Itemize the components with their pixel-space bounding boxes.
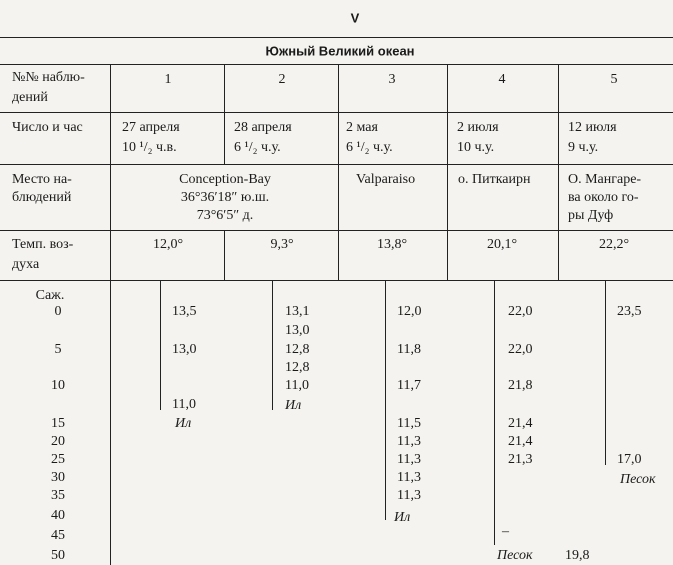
row-label: Темп. воз- [12,237,74,252]
observation-number: 1 [164,72,172,87]
sounding: 11,5 [397,416,421,431]
depth: 5 [54,342,62,357]
sounding: 19,8 [565,548,590,563]
sounding: 11,7 [397,378,421,393]
place: 36°36′18″ ю.ш. [180,190,270,205]
rule [0,280,673,281]
observation-number: 4 [498,72,506,87]
date-time: 10 ч.у. [457,140,495,155]
date-time: 10 ¹/₂ ч.в. [122,140,177,155]
sounding-bracket [494,280,495,545]
air-temperature: 22,2° [598,237,630,252]
sounding: Ил [285,398,302,413]
place: о. Питкаирн [458,172,531,187]
date-time: 12 июля [568,120,617,135]
depth: 0 [54,304,62,319]
sounding: 23,5 [617,304,642,319]
sounding: Песок [620,472,656,487]
column-border [558,64,559,280]
date-time: 2 мая [346,120,378,135]
sounding-bracket [385,280,386,520]
sounding: Песок [497,548,533,563]
depth: 45 [51,528,65,543]
date-time: 28 апреля [234,120,292,135]
column-border [110,64,111,565]
sounding-bracket [605,280,606,465]
sounding-bracket [160,280,161,410]
sounding: 11,3 [397,434,421,449]
row-label: блюдений [12,190,72,205]
depth: 25 [51,452,65,467]
row-label: №№ наблю- [12,70,85,85]
sounding: 22,0 [508,342,533,357]
sounding: – [502,524,509,539]
sounding: 11,3 [397,470,421,485]
column-border [224,64,225,164]
depth-unit: Саж. [35,288,65,303]
air-temperature: 12,0° [152,237,184,252]
sounding: 11,0 [172,397,196,412]
sounding: 12,0 [397,304,422,319]
sounding: 12,8 [285,360,310,375]
sounding: Ил [175,416,192,431]
depth: 15 [51,416,65,431]
observation-number: 3 [388,72,396,87]
sounding: 17,0 [617,452,642,467]
air-temperature: 20,1° [486,237,518,252]
place: ры Дуф [568,208,614,223]
date-time: 9 ч.у. [568,140,599,155]
date-time: 6 ¹/₂ ч.у. [234,140,281,155]
rule [0,64,673,65]
section-mark: V [350,10,360,26]
rule [0,164,673,165]
sounding: 11,3 [397,452,421,467]
column-border [338,64,339,280]
column-border [224,230,225,280]
place: Conception-Bay [179,172,271,187]
sounding: 21,4 [508,416,533,431]
sounding: 11,3 [397,488,421,503]
place: Valparaiso [356,172,416,187]
sounding: Ил [394,510,411,525]
sounding: 13,1 [285,304,310,319]
place: 73°6′5″ д. [196,208,254,223]
air-temperature: 13,8° [376,237,408,252]
sounding: 21,4 [508,434,533,449]
air-temperature: 9,3° [270,237,294,252]
depth: 20 [51,434,65,449]
depth: 30 [51,470,65,485]
rule [0,230,673,231]
row-label: духа [12,257,40,272]
depth: 35 [51,488,65,503]
sounding: 11,0 [285,378,309,393]
rule [0,112,673,113]
sounding-bracket [272,280,273,410]
sounding: 13,5 [172,304,197,319]
sounding: 21,3 [508,452,533,467]
sounding: 13,0 [285,323,310,338]
table-title: Южный Великий океан [265,43,415,59]
depth: 50 [51,548,65,563]
column-border [447,64,448,280]
sounding: 13,0 [172,342,197,357]
depth: 40 [51,508,65,523]
place: О. Мангаре- [568,172,642,187]
sounding: 22,0 [508,304,533,319]
depth: 10 [51,378,65,393]
row-label: Место на- [12,172,72,187]
observation-number: 2 [278,72,286,87]
observation-number: 5 [610,72,618,87]
sounding: 21,8 [508,378,533,393]
row-label: дений [12,90,48,105]
sounding: 12,8 [285,342,310,357]
date-time: 6 ¹/₂ ч.у. [346,140,393,155]
row-label: Число и час [12,120,83,135]
place: ва около го- [568,190,639,205]
rule [0,37,673,38]
date-time: 2 июля [457,120,499,135]
date-time: 27 апреля [122,120,180,135]
sounding: 11,8 [397,342,421,357]
